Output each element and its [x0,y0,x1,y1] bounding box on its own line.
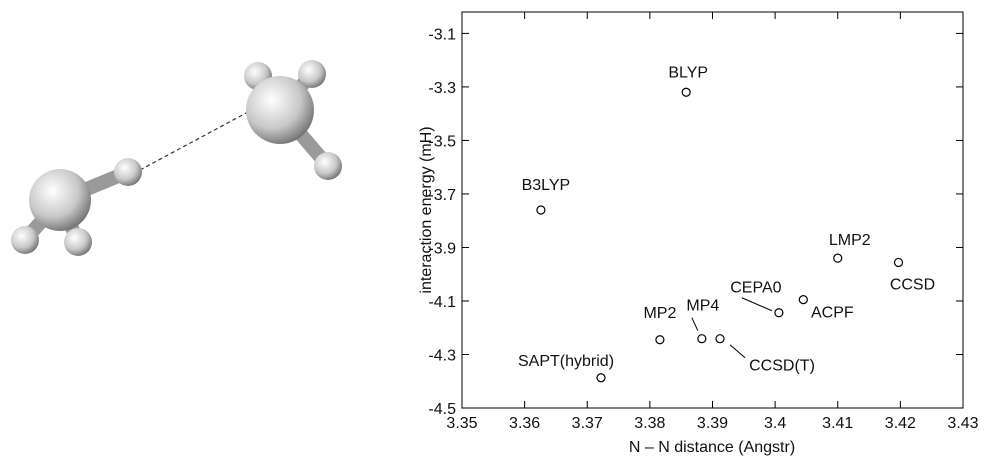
point [682,88,690,96]
molecule [11,60,342,256]
point-label: CCSD(T) [749,358,815,375]
point [716,335,724,343]
point [656,336,664,344]
leader-line [692,318,698,331]
point [775,309,783,317]
point-label: ACPF [811,305,854,322]
point-label: CCSD [890,276,935,293]
x-tick-label: 3.42 [885,415,916,432]
y-tick-label: -3.9 [428,240,456,257]
point [698,335,706,343]
point [834,254,842,262]
figure: N – N distance (Angstr) interaction ener… [0,0,991,460]
y-tick-label: -3.7 [428,187,456,204]
x-tick-label: 3.36 [509,415,540,432]
point-label: SAPT(hybrid) [518,353,614,370]
x-tick-label: 3.39 [697,415,728,432]
point-label: MP4 [686,298,719,315]
y-tick-label: -3.5 [428,133,456,150]
point-label: LMP2 [829,232,871,249]
x-tick-label: 3.38 [634,415,665,432]
point [537,206,545,214]
point [799,296,807,304]
point-label: BLYP [668,64,708,81]
point-label: MP2 [643,305,676,322]
y-tick-label: -4.1 [428,294,456,311]
x-axis-label: N – N distance (Angstr) [629,439,795,456]
y-tick-label: -3.3 [428,80,456,97]
point-label: B3LYP [522,177,571,194]
y-tick-label: -4.3 [428,347,456,364]
y-axis-label: interaction energy (mH) [418,126,435,293]
point [597,374,605,382]
x-tick-label: 3.37 [572,415,603,432]
point [894,258,902,266]
leader-line [742,298,772,311]
x-tick-label: 3.43 [947,415,978,432]
y-tick-label: -4.5 [428,401,456,418]
y-tick-label: -3.1 [428,26,456,43]
point-label: CEPA0 [730,280,781,297]
x-tick-label: 3.41 [822,415,853,432]
x-tick-label: 3.4 [764,415,786,432]
leader-line [730,345,745,358]
